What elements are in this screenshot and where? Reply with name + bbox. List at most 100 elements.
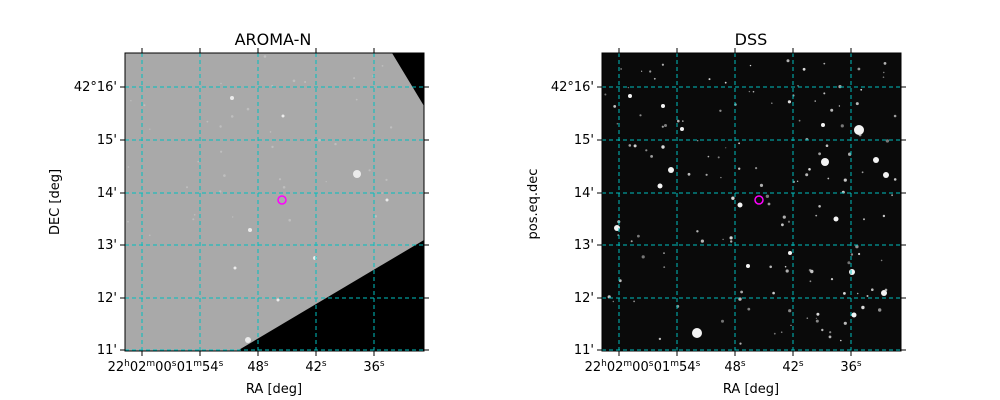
star — [796, 180, 799, 182]
star — [843, 321, 847, 325]
star — [641, 70, 643, 72]
star — [816, 312, 820, 316]
star — [281, 114, 285, 118]
star — [830, 278, 834, 281]
star — [802, 67, 806, 71]
star — [618, 279, 622, 283]
star — [843, 178, 847, 182]
star — [767, 202, 771, 206]
star — [232, 216, 234, 218]
star — [861, 305, 865, 310]
star — [633, 300, 635, 303]
star — [821, 158, 829, 166]
star — [873, 157, 879, 163]
star — [708, 78, 711, 81]
y-tick-label: 14' — [574, 186, 594, 201]
panel-title: DSS — [735, 30, 768, 49]
star — [855, 102, 859, 106]
x-tick-label: 42s — [305, 359, 327, 375]
star — [833, 216, 839, 222]
star — [847, 261, 851, 265]
star — [785, 269, 789, 273]
star — [737, 202, 743, 208]
star — [772, 291, 775, 295]
star — [650, 155, 653, 158]
star — [752, 90, 755, 93]
star — [755, 167, 758, 170]
star — [746, 264, 750, 268]
y-tick-label: 13' — [97, 238, 117, 253]
y-tick-label: 15' — [574, 133, 594, 148]
star — [680, 127, 684, 131]
tick-marks — [120, 48, 429, 356]
star — [149, 128, 151, 130]
star — [740, 290, 743, 294]
target-marker — [277, 195, 287, 205]
star — [263, 55, 267, 58]
y-tick-label: 11' — [574, 343, 594, 358]
star — [784, 265, 787, 268]
star — [857, 67, 861, 71]
star — [657, 183, 663, 189]
target-marker — [754, 195, 764, 205]
star — [729, 236, 733, 240]
star — [851, 312, 857, 318]
star — [219, 125, 222, 128]
y-tick-label: 12' — [574, 291, 594, 306]
star — [724, 81, 727, 84]
star — [883, 62, 887, 65]
stars-layer — [127, 55, 393, 343]
star — [818, 152, 821, 156]
star — [719, 109, 722, 113]
star — [806, 317, 809, 320]
star — [759, 183, 764, 187]
star — [849, 269, 855, 275]
star — [186, 186, 188, 189]
star — [780, 331, 783, 334]
star — [858, 252, 861, 256]
star — [627, 86, 630, 89]
star — [661, 125, 664, 128]
star — [769, 265, 772, 269]
star — [798, 119, 801, 122]
star — [739, 342, 742, 345]
star — [881, 290, 887, 296]
star — [787, 100, 792, 104]
star — [883, 71, 885, 74]
star — [825, 144, 829, 147]
star — [829, 331, 832, 334]
star — [884, 288, 888, 292]
star — [661, 63, 665, 66]
star — [658, 337, 662, 341]
star — [653, 77, 656, 80]
star — [893, 114, 897, 118]
star — [687, 172, 691, 176]
star — [641, 255, 645, 259]
star — [828, 335, 832, 339]
star — [282, 186, 286, 189]
star — [318, 138, 321, 142]
star — [738, 297, 742, 301]
star — [381, 192, 384, 194]
star — [613, 105, 617, 108]
star — [721, 319, 724, 323]
star — [620, 68, 622, 70]
star — [823, 92, 826, 95]
star — [797, 85, 799, 87]
star — [269, 131, 272, 133]
star — [765, 194, 770, 198]
star — [292, 79, 296, 83]
y-tick-label: 13' — [574, 238, 594, 253]
grid-lines — [125, 53, 424, 351]
star — [353, 77, 356, 80]
star — [276, 298, 280, 302]
star — [668, 167, 674, 173]
star — [815, 214, 818, 217]
x-tick-label: 48s — [724, 359, 746, 375]
star — [143, 104, 146, 107]
tick-marks — [597, 48, 906, 356]
star — [389, 126, 393, 129]
y-tick-label: 11' — [97, 343, 117, 358]
x-tick-label: 22h02m00s — [108, 359, 177, 375]
star — [827, 177, 830, 180]
